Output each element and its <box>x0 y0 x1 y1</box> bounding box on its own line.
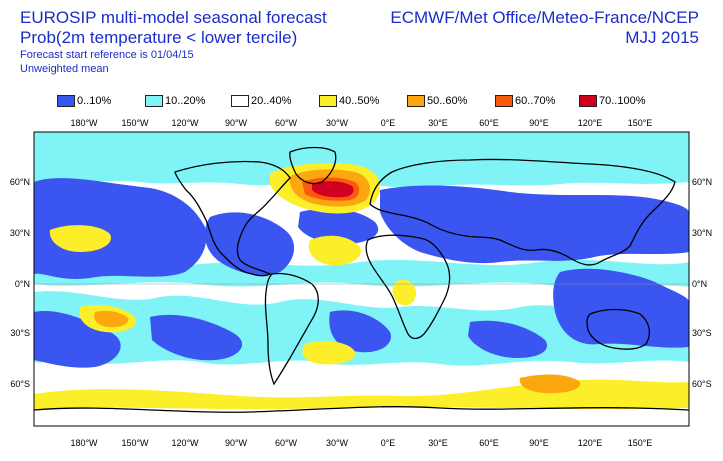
lon-labels-bottom: 180°W 150°W 120°W 90°W 60°W 30°W 0°E 30°E 60°E 90… <box>70 438 652 448</box>
lon-label: 90°E <box>529 438 549 448</box>
lat-label: 30°S <box>10 328 30 338</box>
lon-label: 60°W <box>275 118 298 128</box>
probability-legend: 0..10% 10..20% 20..40% 40..50% 50..60% 60..70… <box>57 94 717 108</box>
lon-label: 90°W <box>225 118 248 128</box>
legend-label: 50..60% <box>427 95 468 107</box>
map-field <box>34 132 689 426</box>
forecast-period: MJJ 2015 <box>625 28 699 47</box>
field-yellow-north-pacific <box>49 225 111 252</box>
legend-label: 60..70% <box>515 95 556 107</box>
field-cyan-north <box>34 132 689 188</box>
map-area: 180°W 150°W 120°W 90°W 60°W 30°W 0°E 30°E 60°E 90… <box>0 112 723 456</box>
legend-swatch <box>57 95 75 107</box>
lon-label: 60°W <box>275 438 298 448</box>
lon-labels-top: 180°W 150°W 120°W 90°W 60°W 30°W 0°E 30°E 60°E 90… <box>70 118 652 128</box>
lon-label: 120°E <box>578 118 603 128</box>
lat-label: 30°N <box>10 228 30 238</box>
lat-label: 60°S <box>692 379 712 389</box>
legend-label: 10..20% <box>165 95 206 107</box>
lat-label: 0°N <box>692 279 707 289</box>
field-orange-south-indian <box>519 374 581 394</box>
lon-label: 30°E <box>428 438 448 448</box>
legend-item: 70..100% <box>579 94 645 108</box>
coastlines <box>34 146 689 413</box>
forecast-start-note: Forecast start reference is 01/04/15 <box>20 49 194 61</box>
map-frame <box>33 131 690 427</box>
coast-greenland <box>289 146 337 185</box>
source-centres: ECMWF/Met Office/Meteo-France/NCEP <box>390 8 699 27</box>
lon-label: 150°E <box>628 118 653 128</box>
lat-label: 60°S <box>10 379 30 389</box>
lat-label: 30°S <box>692 328 712 338</box>
field-blue-eurasia <box>380 185 689 264</box>
field-red-atlantic-north <box>312 181 354 198</box>
lon-label: 30°W <box>326 438 349 448</box>
legend-item: 40..50% <box>319 94 379 108</box>
lon-label: 60°E <box>479 118 499 128</box>
title-block: EUROSIP multi-model seasonal forecast Pr… <box>20 8 327 76</box>
field-blue-north-pacific <box>34 178 207 279</box>
field-blue-south-east-pacific <box>150 314 243 361</box>
legend-label: 40..50% <box>339 95 380 107</box>
field-yellow-south-atlantic <box>302 341 356 365</box>
legend-swatch <box>145 95 163 107</box>
mean-type-note: Unweighted mean <box>20 63 109 75</box>
lat-label: 60°N <box>10 177 30 187</box>
legend-swatch <box>407 95 425 107</box>
lon-label: 120°E <box>578 438 603 448</box>
field-blue-south-atlantic <box>329 310 391 353</box>
lon-label: 180°W <box>70 118 98 128</box>
lat-label: 30°N <box>692 228 712 238</box>
field-yellow-west-indian <box>392 280 417 306</box>
legend-swatch <box>495 95 513 107</box>
coast-antarctica <box>34 406 689 413</box>
lon-label: 90°W <box>225 438 248 448</box>
lon-label: 90°E <box>529 118 549 128</box>
lon-label: 180°W <box>70 438 98 448</box>
lat-labels-right: 60°N 30°N 0°N 30°S 60°S <box>692 177 712 389</box>
coast-north-america <box>174 160 291 277</box>
field-orange-south-pacific <box>94 310 129 328</box>
lon-label: 30°W <box>326 118 349 128</box>
legend-label: 20..40% <box>251 95 292 107</box>
legend-swatch <box>319 95 337 107</box>
legend-item: 50..60% <box>407 94 467 108</box>
field-yellow-atlantic-tropical <box>308 235 361 266</box>
legend-item: 0..10% <box>57 94 111 108</box>
lon-label: 150°W <box>121 438 149 448</box>
legend-swatch <box>231 95 249 107</box>
lon-label: 30°E <box>428 118 448 128</box>
lon-label: 150°E <box>628 438 653 448</box>
field-blue-atlantic <box>298 208 379 245</box>
lon-label: 0°E <box>381 118 396 128</box>
legend-label: 0..10% <box>77 95 112 107</box>
coast-australia <box>586 308 651 350</box>
legend-swatch <box>579 95 597 107</box>
lon-label: 120°W <box>171 438 199 448</box>
map-subtitle: Prob(2m temperature < lower tercile) <box>20 28 298 47</box>
lon-label: 150°W <box>121 118 149 128</box>
field-blue-southern-ocean <box>468 320 547 358</box>
field-blue-south-pacific <box>34 311 121 368</box>
coast-africa <box>365 234 451 340</box>
coast-south-america <box>264 272 319 386</box>
source-block: ECMWF/Met Office/Meteo-France/NCEP MJJ 2… <box>390 8 699 48</box>
lon-label: 120°W <box>171 118 199 128</box>
legend-item: 10..20% <box>145 94 205 108</box>
legend-item: 60..70% <box>495 94 555 108</box>
map-title: EUROSIP multi-model seasonal forecast <box>20 8 327 27</box>
coast-europe-asia <box>369 158 676 266</box>
lon-label: 0°E <box>381 438 396 448</box>
legend-item: 20..40% <box>231 94 291 108</box>
lat-label: 60°N <box>692 177 712 187</box>
lat-label: 0°N <box>15 279 30 289</box>
legend-label: 70..100% <box>599 95 646 107</box>
probability-map: 180°W 150°W 120°W 90°W 60°W 30°W 0°E 30°E 60°E 90… <box>10 118 712 448</box>
field-cyan-tropics <box>34 259 689 288</box>
lat-labels-left: 60°N 30°N 0°N 30°S 60°S <box>10 177 30 389</box>
lon-label: 60°E <box>479 438 499 448</box>
